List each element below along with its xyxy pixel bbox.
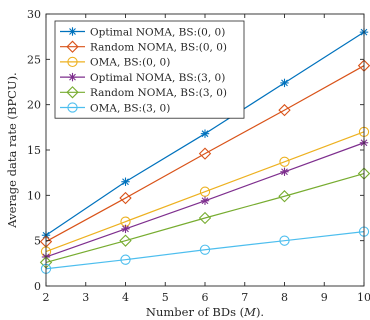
data-point-diamond-marker [66,40,79,53]
series-line [45,231,365,270]
data-point-diamond-marker [119,234,132,247]
x-tick-label: 4 [122,291,129,304]
legend-entry: Random NOMA, BS:(0, 0) [60,40,227,54]
legend-label: OMA, BS:(0, 0) [90,57,170,69]
data-point-star-marker [121,224,130,234]
y-tick-label: 15 [27,144,41,157]
series-line [45,131,365,253]
data-point-diamond-marker [66,86,79,99]
data-point-circle-marker [67,102,78,113]
data-point-circle-marker [279,235,290,246]
legend-label: Optimal NOMA, BS:(3, 0) [90,72,225,84]
y-tick-label: 10 [27,189,41,202]
legend-label: Optimal NOMA, BS:(0, 0) [90,26,225,38]
series-4 [41,138,369,262]
data-point-star-marker [68,72,77,82]
legend-label: OMA, BS:(3, 0) [90,102,170,114]
data-point-star-marker [68,27,77,36]
legend-box [54,20,245,119]
legend: Optimal NOMA, BS:(0, 0) Random NOMA, BS:(… [54,20,245,119]
series-line [45,172,365,264]
legend-entry: Random NOMA, BS:(3, 0) [60,86,227,99]
legend-entry: OMA, BS:(3, 0) [60,102,170,114]
axis-ticks: 2 3 4 5 6 7 8 9 10 0 5 10 15 20 25 30 [27,8,370,304]
data-point-circle-marker [199,244,211,255]
x-axis-label-suffix: ). [256,305,264,319]
series-line [45,65,365,243]
x-tick-label: 2 [43,291,50,304]
data-point-circle-marker [279,156,290,167]
y-tick-label: 25 [27,53,41,66]
data-point-star-marker [121,177,130,186]
data-point-star-marker [280,78,289,88]
data-point-diamond-marker [119,191,132,205]
y-tick-label: 5 [34,235,41,248]
y-tick-label: 20 [27,99,41,112]
data-point-circle-marker [120,254,131,265]
data-point-circle-marker [199,186,211,197]
x-tick-label: 5 [162,291,169,304]
legend-label: Random NOMA, BS:(0, 0) [90,42,227,54]
data-point-circle-marker [67,56,78,68]
data-point-diamond-marker [278,190,291,203]
x-tick-label: 3 [82,291,89,304]
plot-marks [39,27,370,274]
y-tick-label: 30 [27,8,41,21]
x-tick-label: 7 [241,291,248,304]
x-axis-label: Number of BDs (M). [146,305,264,319]
legend-entry: Optimal NOMA, BS:(0, 0) [60,26,225,38]
x-tick-label: 8 [281,291,288,304]
y-tick-label: 0 [34,280,41,293]
legend-entry: OMA, BS:(0, 0) [60,57,170,69]
x-tick-label: 9 [321,291,328,304]
legend-label: Random NOMA, BS:(3, 0) [90,87,227,99]
data-point-diamond-marker [278,103,291,117]
data-point-diamond-marker [198,147,212,160]
y-axis-label: Average data rate (BPCU). [5,72,19,228]
x-axis-label-text: Number of BDs ( [146,305,244,319]
x-tick-label: 6 [202,291,209,304]
legend-entry: Optimal NOMA, BS:(3, 0) [60,72,225,84]
x-tick-label: 10 [357,291,370,304]
data-point-diamond-marker [198,211,212,225]
x-axis-label-variable: M [243,305,257,319]
data-point-star-marker [280,167,289,176]
data-point-star-marker [200,129,210,138]
data-point-star-marker [200,196,210,205]
